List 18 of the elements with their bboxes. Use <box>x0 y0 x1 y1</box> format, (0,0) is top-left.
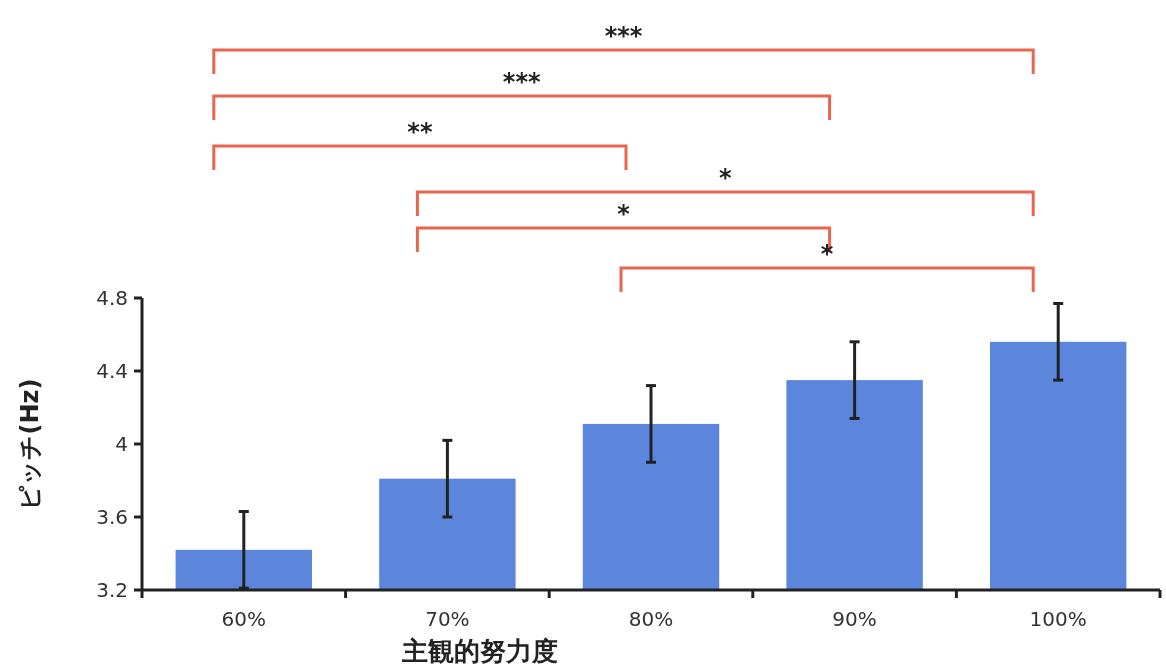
y-tick-label: 4.8 <box>96 286 128 310</box>
text: * <box>719 164 733 192</box>
x-tick-label: 80% <box>628 607 674 631</box>
y-tick-label: 4.4 <box>96 359 128 383</box>
text: ** <box>407 118 433 146</box>
x-tick-label: 100% <box>1029 607 1087 631</box>
y-tick-label: 4 <box>115 432 128 456</box>
text: * <box>820 240 834 268</box>
x-tick-label: 70% <box>425 607 470 631</box>
text: *** <box>604 22 643 50</box>
x-tick-label: 90% <box>832 607 877 631</box>
y-tick-label: 3.6 <box>96 505 128 529</box>
x-axis-title: 主観的努力度 <box>401 636 558 666</box>
y-axis-title: ピッチ(Hz) <box>16 378 44 510</box>
y-tick-label: 3.2 <box>96 578 128 602</box>
text: *** <box>502 68 541 96</box>
text: * <box>617 200 631 228</box>
x-tick-label: 60% <box>221 607 267 631</box>
